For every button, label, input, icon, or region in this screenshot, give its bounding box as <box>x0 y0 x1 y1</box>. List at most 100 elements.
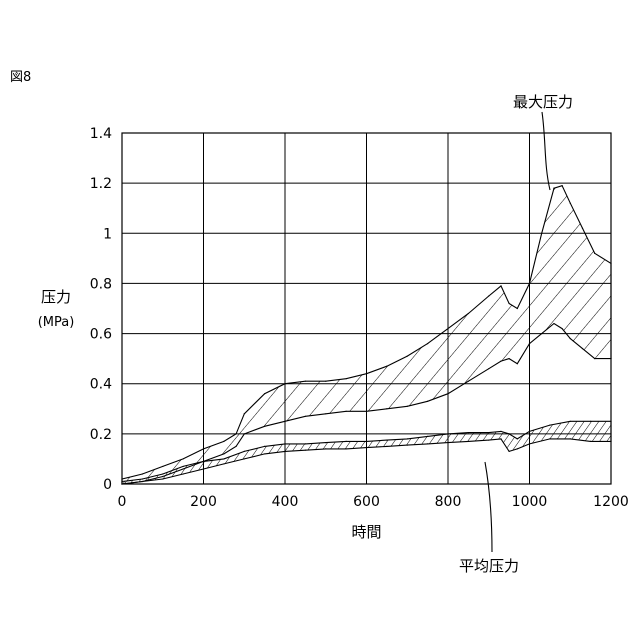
point-max-upper <box>223 440 225 442</box>
point-max-upper <box>182 458 184 460</box>
point-avg-lower <box>325 448 327 450</box>
point-max-lower <box>561 327 563 330</box>
point-avg-upper <box>284 443 286 445</box>
point-max-lower <box>488 368 490 370</box>
point-avg-upper <box>427 435 429 437</box>
point-avg-lower <box>284 450 286 453</box>
point-max-lower <box>406 405 408 407</box>
point-max-lower <box>284 420 286 422</box>
point-max-lower <box>264 425 266 427</box>
x-tick-label: 600 <box>353 494 380 510</box>
point-avg-lower <box>427 443 429 445</box>
point-avg-upper <box>365 440 368 442</box>
y-axis-unit: (MPa) <box>38 315 75 330</box>
point-max-upper <box>386 365 388 367</box>
point-max-upper <box>467 312 469 315</box>
grid <box>122 133 611 484</box>
point-max-lower <box>500 360 502 362</box>
point-avg-upper <box>325 442 327 444</box>
series-label-avg: 平均压力 <box>459 557 519 575</box>
point-avg-upper <box>162 473 164 475</box>
x-tick-label: 0 <box>118 494 127 510</box>
point-avg-upper <box>223 458 225 460</box>
point-avg-upper <box>516 438 518 440</box>
point-avg-upper <box>549 424 551 426</box>
point-avg-upper <box>528 430 531 432</box>
x-tick-label: 800 <box>435 494 462 510</box>
x-tick-label: 400 <box>272 494 299 510</box>
point-max-upper <box>304 380 306 382</box>
point-max-upper <box>427 343 429 345</box>
point-avg-upper <box>182 465 184 468</box>
point-avg-lower <box>500 438 502 440</box>
point-max-lower <box>325 413 327 415</box>
x-axis-label: 時間 <box>351 523 381 541</box>
x-tick-label: 200 <box>190 494 217 510</box>
point-max-upper <box>264 393 266 395</box>
point-max-lower <box>223 453 225 455</box>
point-max-upper <box>561 185 563 187</box>
point-max-upper <box>508 302 510 305</box>
point-avg-upper <box>406 438 408 440</box>
y-tick-label: 0.8 <box>90 276 112 292</box>
y-axis-label: 压力 <box>41 288 71 306</box>
point-max-lower <box>508 358 510 360</box>
point-avg-lower <box>243 458 245 460</box>
y-tick-label: 0.6 <box>90 327 112 343</box>
point-max-upper <box>141 473 143 475</box>
y-tick-label: 1.4 <box>90 126 112 142</box>
y-tick-label: 0 <box>103 477 112 493</box>
point-max-upper <box>162 465 164 468</box>
point-avg-lower <box>202 468 205 470</box>
point-max-lower <box>467 380 469 382</box>
plot-frame <box>121 132 612 485</box>
point-max-upper <box>202 448 205 450</box>
point-avg-upper <box>590 420 592 422</box>
tick-labels: 0 200 400 600 800 1000 1200 0 0.2 0.4 0.6 0.8 1 1.2 1.… <box>90 126 629 510</box>
point-avg-upper <box>264 445 266 447</box>
point-avg-lower <box>590 440 592 442</box>
point-avg-lower <box>569 438 571 440</box>
point-avg-upper <box>304 443 306 445</box>
point-avg-upper <box>447 433 449 435</box>
point-avg-lower <box>516 448 518 450</box>
point-avg-lower <box>141 480 143 483</box>
point-max-upper <box>541 232 543 234</box>
point-max-lower <box>569 337 571 340</box>
point-max-lower <box>528 343 531 345</box>
point-avg-lower <box>528 443 531 445</box>
point-avg-lower <box>488 439 490 441</box>
point-max-upper <box>594 252 596 254</box>
point-max-upper <box>345 378 347 380</box>
point-avg-lower <box>467 440 469 442</box>
y-tick-label: 0.2 <box>90 427 112 443</box>
series-label-max: 最大压力 <box>513 93 573 111</box>
point-max-upper <box>553 187 555 189</box>
point-max-upper <box>243 413 245 415</box>
point-max-lower <box>541 332 543 335</box>
point-max-lower <box>427 400 429 402</box>
point-max-lower <box>386 408 388 410</box>
point-max-lower <box>581 348 584 350</box>
point-max-lower <box>553 322 555 325</box>
point-max-upper <box>235 433 237 435</box>
point-max-upper <box>406 355 408 357</box>
point-avg-upper <box>141 478 143 480</box>
point-max-lower <box>594 358 596 360</box>
point-avg-upper <box>386 439 388 441</box>
x-tick-label: 1200 <box>593 494 629 510</box>
point-avg-lower <box>345 448 347 450</box>
point-avg-upper <box>488 432 490 434</box>
point-max-lower <box>365 410 368 412</box>
point-avg-lower <box>223 463 225 465</box>
point-max-upper <box>500 285 502 287</box>
leader-line-avg <box>484 461 493 553</box>
point-avg-lower <box>264 453 266 455</box>
point-avg-lower <box>365 447 368 449</box>
point-avg-lower <box>182 473 184 475</box>
y-tick-label: 1.2 <box>90 176 112 192</box>
point-avg-lower <box>508 450 510 453</box>
point-avg-lower <box>386 445 388 447</box>
leader-line-max <box>541 111 551 191</box>
point-avg-lower <box>447 442 449 444</box>
